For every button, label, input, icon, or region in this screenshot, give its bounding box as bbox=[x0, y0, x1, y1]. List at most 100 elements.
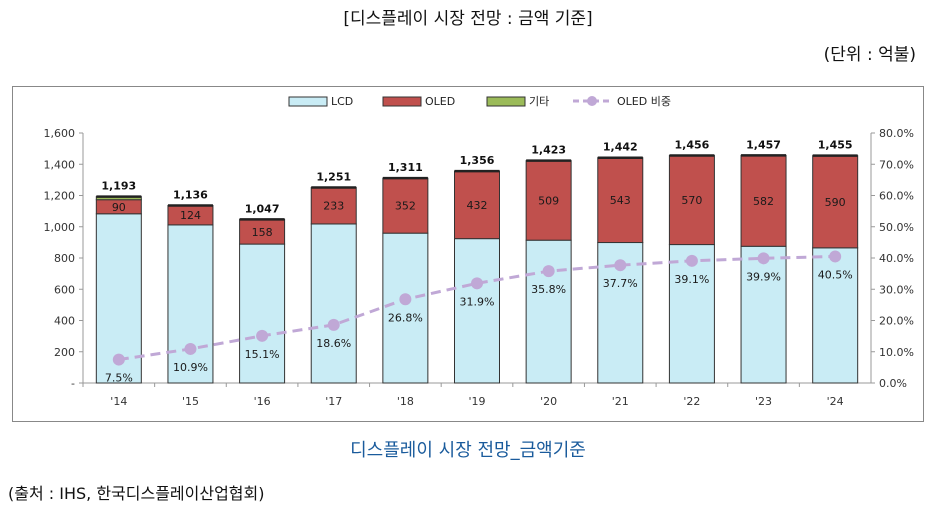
x-tick-label: '18 bbox=[397, 395, 414, 408]
oled-share-point bbox=[614, 259, 627, 272]
x-tick-label: '17 bbox=[325, 395, 342, 408]
y-right-tick-label: 30.0% bbox=[879, 283, 914, 296]
oled-value-label: 590 bbox=[825, 196, 846, 209]
total-value-label: 1,423 bbox=[531, 144, 566, 157]
oled-share-label: 40.5% bbox=[818, 268, 853, 281]
oled-share-label: 37.7% bbox=[603, 277, 638, 290]
bar-segment-lcd bbox=[454, 238, 500, 384]
bar-segment-lcd bbox=[310, 223, 357, 384]
oled-share-point bbox=[471, 277, 483, 290]
total-value-label: 1,136 bbox=[173, 189, 208, 202]
y-right-tick-label: 50.0% bbox=[879, 221, 914, 234]
oled-share-label: 15.1% bbox=[245, 348, 280, 361]
bar-segment-lcd bbox=[525, 239, 572, 384]
total-value-label: 1,193 bbox=[101, 180, 136, 193]
chart-title: [디스플레이 시장 전망 : 금액 기준] bbox=[343, 9, 593, 29]
oled-share-point bbox=[685, 254, 698, 267]
legend-marker-share bbox=[587, 96, 597, 106]
bar-segment-oled bbox=[454, 170, 500, 240]
bar-segment-lcd bbox=[740, 245, 787, 384]
y-right-tick-label: 20.0% bbox=[879, 315, 914, 328]
y-left-tick-label: 400 bbox=[54, 315, 75, 328]
total-value-label: 1,311 bbox=[388, 161, 423, 174]
oled-share-label: 26.8% bbox=[388, 311, 423, 324]
y-left-tick-label: 1,600 bbox=[44, 127, 76, 140]
legend-swatch-other bbox=[486, 96, 526, 107]
oled-share-label: 39.9% bbox=[746, 270, 781, 283]
y-right-tick-label: 80.0% bbox=[879, 127, 914, 140]
legend-label-share: OLED 비중 bbox=[617, 95, 671, 108]
stacked-bar-chart: LCD OLED 기타 OLED 비중 - 200 400 600 800 1,000 1,200… bbox=[44, 95, 914, 408]
oled-share-label: 18.6% bbox=[316, 337, 351, 350]
y-right-tick-label: 40.0% bbox=[879, 252, 914, 265]
chart-axes: - 200 400 600 800 1,000 1,200 1,400 1,600 0.0% 10.… bbox=[44, 127, 914, 408]
x-tick-label: '20 bbox=[540, 395, 557, 408]
total-value-label: 1,356 bbox=[460, 154, 495, 167]
y-left-tick-label: 1,400 bbox=[44, 158, 76, 171]
y-right-tick-label: 70.0% bbox=[879, 158, 914, 171]
total-value-label: 1,457 bbox=[746, 138, 781, 151]
oled-share-polyline bbox=[118, 254, 836, 362]
figure-caption: 디스플레이 시장 전망_금액기준 bbox=[350, 440, 586, 461]
x-tick-label: '19 bbox=[468, 395, 485, 408]
oled-share-label: 31.9% bbox=[460, 295, 495, 308]
oled-share-label: 39.1% bbox=[674, 273, 709, 286]
bar-segment-oled bbox=[812, 155, 859, 249]
legend-swatch-oled bbox=[382, 96, 422, 107]
y-left-tick-label: 600 bbox=[54, 283, 75, 296]
oled-share-label: 10.9% bbox=[173, 361, 208, 374]
legend-label-oled: OLED bbox=[425, 95, 455, 108]
oled-value-label: 582 bbox=[753, 195, 774, 208]
y-left-tick-label: 1,000 bbox=[44, 221, 76, 234]
bar-segment-lcd bbox=[239, 243, 286, 384]
legend-swatch-lcd bbox=[288, 96, 328, 107]
bar-segment-oled bbox=[239, 218, 286, 245]
oled-share-label: 7.5% bbox=[105, 372, 133, 385]
bar-segment-lcd bbox=[167, 224, 214, 384]
source-note: (출처 : IHS, 한국디스플레이산업협회) bbox=[8, 484, 265, 503]
oled-share-point bbox=[327, 318, 340, 331]
y-right-tick-label: 0.0% bbox=[879, 377, 907, 390]
chart-frame: LCD OLED 기타 OLED 비중 - 200 400 600 800 1,000 1,200… bbox=[12, 86, 924, 422]
oled-value-label: 570 bbox=[681, 194, 702, 207]
oled-share-point bbox=[542, 265, 555, 278]
oled-share-point bbox=[256, 329, 269, 342]
bar-segment-lcd bbox=[668, 244, 715, 384]
oled-share-point bbox=[399, 293, 412, 306]
y-left-tick-label: 800 bbox=[54, 252, 75, 265]
oled-share-point bbox=[757, 252, 770, 265]
total-value-label: 1,455 bbox=[818, 139, 853, 152]
y-right-tick-label: 60.0% bbox=[879, 190, 914, 203]
chart-bars: 90 1,193 124 1,136 158 1,047 233 1,251 352 1,311 4… bbox=[95, 138, 859, 384]
oled-value-label: 90 bbox=[112, 201, 126, 214]
legend-label-lcd: LCD bbox=[331, 95, 353, 108]
oled-share-point bbox=[184, 342, 197, 355]
oled-share-point bbox=[829, 250, 842, 263]
total-value-label: 1,047 bbox=[245, 202, 280, 215]
x-tick-label: '22 bbox=[683, 395, 700, 408]
bar-segment-oled bbox=[382, 177, 429, 234]
bar-segment-oled bbox=[525, 160, 572, 241]
oled-value-label: 543 bbox=[610, 194, 631, 207]
chart-legend: LCD OLED 기타 OLED 비중 bbox=[288, 95, 671, 108]
bar-segment-lcd bbox=[382, 232, 429, 384]
oled-value-label: 352 bbox=[395, 200, 416, 213]
unit-label: (단위 : 억불) bbox=[823, 45, 916, 65]
bar-segment-oled bbox=[310, 187, 357, 225]
x-tick-label: '23 bbox=[755, 395, 772, 408]
total-value-label: 1,456 bbox=[675, 139, 710, 152]
legend-label-other: 기타 bbox=[529, 95, 549, 108]
x-tick-label: '15 bbox=[182, 395, 199, 408]
bar-segment-oled bbox=[597, 157, 644, 244]
y-left-tick-label: 200 bbox=[54, 346, 75, 359]
oled-value-label: 509 bbox=[538, 194, 559, 207]
oled-value-label: 124 bbox=[180, 209, 201, 222]
x-tick-label: '24 bbox=[827, 395, 844, 408]
oled-share-label: 35.8% bbox=[531, 283, 566, 296]
y-right-tick-label: 10.0% bbox=[879, 346, 914, 359]
total-value-label: 1,442 bbox=[603, 141, 638, 154]
y-left-tick-label: 1,200 bbox=[44, 190, 76, 203]
bar-segment-oled bbox=[740, 154, 787, 247]
x-tick-label: '21 bbox=[612, 395, 629, 408]
oled-value-label: 233 bbox=[323, 200, 344, 213]
